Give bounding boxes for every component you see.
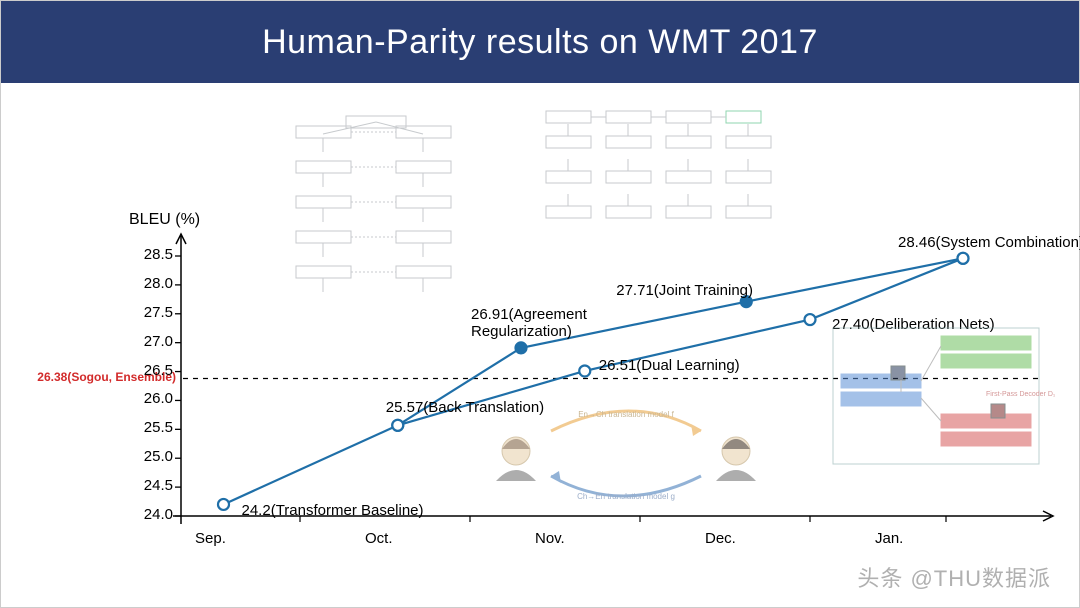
watermark: 头条 @THU数据派 <box>857 561 1051 593</box>
y-tick: 24.0 <box>125 506 173 523</box>
data-point-label: 24.2(Transformer Baseline) <box>242 502 424 519</box>
data-point-label: 28.46(System Combination) <box>898 234 1080 251</box>
y-tick: 27.0 <box>125 333 173 350</box>
x-tick: Jan. <box>875 530 903 547</box>
x-tick: Dec. <box>705 530 736 547</box>
y-tick: 27.5 <box>125 304 173 321</box>
slide-root: Human-Parity results on WMT 2017 BLEU (%… <box>0 0 1080 608</box>
x-tick: Oct. <box>365 530 393 547</box>
svg-text:En→Ch translation model f: En→Ch translation model f <box>578 410 674 419</box>
svg-text:First-Pass Decoder D₁: First-Pass Decoder D₁ <box>986 391 1056 398</box>
svg-text:Ch→En translation model g: Ch→En translation model g <box>577 492 675 501</box>
diagram-dual-learning: En→Ch translation model f Ch→En translati… <box>476 391 776 506</box>
x-tick: Nov. <box>535 530 565 547</box>
y-tick: 28.5 <box>125 246 173 263</box>
diagram-l2r-r2l <box>276 116 476 286</box>
data-point-label: 27.71(Joint Training) <box>616 282 753 299</box>
data-point-label: 26.91(AgreementRegularization) <box>471 306 587 341</box>
x-tick: Sep. <box>195 530 226 547</box>
diagram-joint-training <box>536 111 766 261</box>
y-tick: 25.0 <box>125 448 173 465</box>
data-point-label: 26.51(Dual Learning) <box>599 357 740 374</box>
y-tick: 26.5 <box>125 362 173 379</box>
y-tick: 28.0 <box>125 275 173 292</box>
diagram-deliberation-nets: First-Pass Decoder D₁ <box>831 326 1041 466</box>
y-tick: 24.5 <box>125 477 173 494</box>
y-tick: 26.0 <box>125 390 173 407</box>
y-tick: 25.5 <box>125 419 173 436</box>
